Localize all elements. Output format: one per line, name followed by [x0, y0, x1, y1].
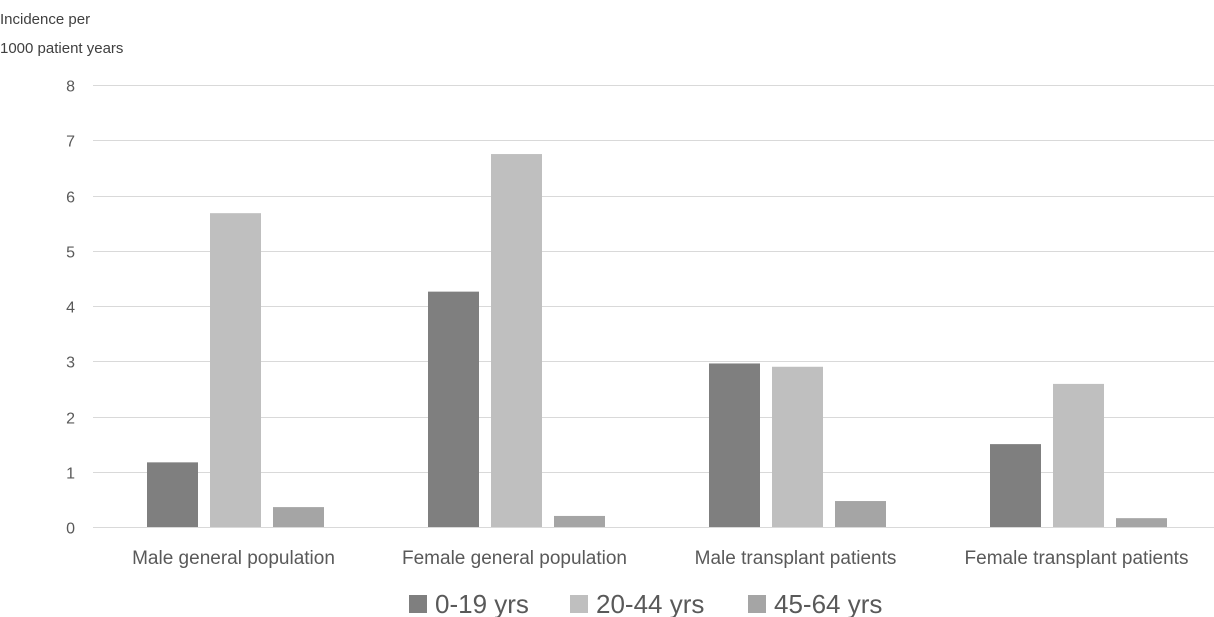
- bar: [772, 366, 823, 527]
- x-axis-labels: Male general population Female general po…: [132, 548, 1188, 569]
- legend: 0-19 yrs 20-44 yrs 45-64 yrs: [409, 589, 882, 617]
- legend-label: 20-44 yrs: [596, 589, 704, 617]
- legend-label: 45-64 yrs: [774, 589, 882, 617]
- gridlines: [93, 85, 1214, 528]
- x-tick-label: Female general population: [402, 548, 627, 569]
- y-axis-title-line-1: Incidence per: [0, 11, 90, 28]
- legend-swatch: [748, 595, 766, 613]
- bar: [147, 462, 198, 527]
- bar: [273, 507, 324, 527]
- y-tick-label: 4: [66, 300, 75, 317]
- bar: [709, 363, 760, 527]
- bar: [990, 444, 1041, 527]
- bar: [210, 213, 261, 527]
- bar: [1053, 383, 1104, 527]
- y-axis-ticks: 0 1 2 3 4 5 6 7 8: [66, 79, 75, 538]
- y-tick-label: 5: [66, 245, 75, 262]
- x-tick-label: Male transplant patients: [695, 548, 897, 569]
- legend-label: 0-19 yrs: [435, 589, 529, 617]
- bar: [491, 154, 542, 527]
- y-tick-label: 6: [66, 190, 75, 207]
- y-axis-title: Incidence per 1000 patient years: [0, 11, 123, 57]
- bar: [835, 501, 886, 527]
- y-tick-label: 3: [66, 355, 75, 372]
- x-tick-label: Male general population: [132, 548, 335, 569]
- y-tick-label: 7: [66, 134, 75, 151]
- legend-swatch: [409, 595, 427, 613]
- bars: [147, 154, 1167, 527]
- y-tick-label: 2: [66, 411, 75, 428]
- y-tick-label: 1: [66, 466, 75, 483]
- y-tick-label: 8: [66, 79, 75, 96]
- legend-swatch: [570, 595, 588, 613]
- y-axis-title-line-2: 1000 patient years: [0, 40, 123, 57]
- bar: [428, 291, 479, 527]
- x-tick-label: Female transplant patients: [965, 548, 1189, 569]
- y-tick-label: 0: [66, 521, 75, 538]
- bar: [554, 515, 605, 527]
- bar: [1116, 518, 1167, 527]
